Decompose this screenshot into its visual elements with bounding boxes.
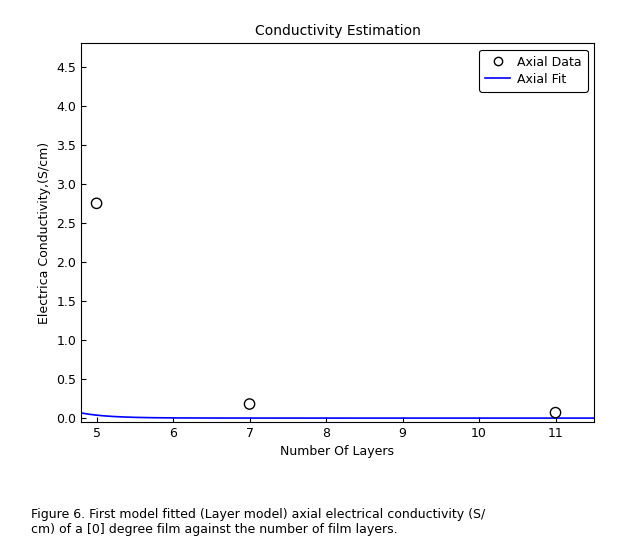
Text: Figure 6. First model fitted (Layer model) axial electrical conductivity (S/
cm): Figure 6. First model fitted (Layer mode… <box>31 507 486 536</box>
X-axis label: Number Of Layers: Number Of Layers <box>281 445 394 458</box>
Legend: Axial Data, Axial Fit: Axial Data, Axial Fit <box>479 50 588 92</box>
Y-axis label: Electrica Conductivity,(S/cm): Electrica Conductivity,(S/cm) <box>38 142 51 324</box>
Point <box>244 400 254 408</box>
Title: Conductivity Estimation: Conductivity Estimation <box>254 24 421 38</box>
Point <box>91 199 101 208</box>
Point <box>551 408 561 417</box>
